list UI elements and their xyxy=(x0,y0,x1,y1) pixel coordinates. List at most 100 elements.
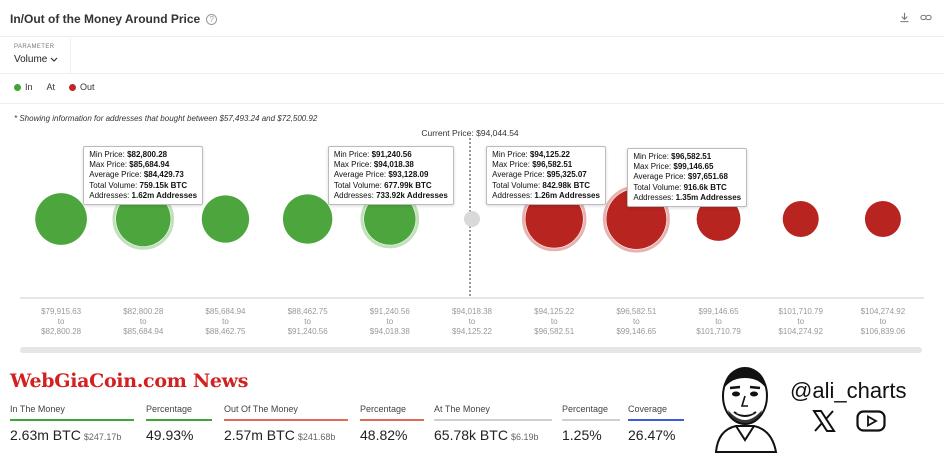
stat-label: At The Money xyxy=(434,404,490,414)
tick-label-from: $96,582.51 xyxy=(616,307,657,316)
tooltip-value: $99,146.65 xyxy=(673,162,714,172)
tooltip-value: $96,582.51 xyxy=(671,152,712,161)
bubble-out[interactable] xyxy=(696,197,741,241)
social-icons xyxy=(812,410,886,432)
stat-color-bar xyxy=(10,419,134,421)
stat-label: Percentage xyxy=(360,404,407,414)
bubble-out[interactable] xyxy=(864,200,901,238)
social-handle: @ali_charts xyxy=(790,378,907,403)
tooltip-line-avg: Average Price: $84,429.73 xyxy=(89,170,197,180)
stat-usd-value: $6.19b xyxy=(510,432,539,442)
bubble-in[interactable] xyxy=(201,195,250,243)
stat-label: In The Money xyxy=(10,404,65,414)
tick-label-from: $88,462.75 xyxy=(288,307,329,316)
tooltip-value: $84,429.73 xyxy=(143,170,184,180)
parameter-selector: PARAMETER Volume xyxy=(14,44,58,65)
bubble-in[interactable] xyxy=(115,191,171,247)
stat-usd-value: $241.68b xyxy=(297,432,336,442)
tooltip-label: Total Volume: xyxy=(633,182,684,192)
tooltip-line-min: Min Price: $96,582.51 xyxy=(633,152,741,162)
tick-label-to: $94,125.22 xyxy=(452,327,493,336)
stat-1: Percentage 49.93% xyxy=(146,404,212,443)
tick-label-to: $94,018.38 xyxy=(370,327,411,336)
tooltip-value: 1.26m Addresses xyxy=(534,190,600,200)
tick-label-to-word: to xyxy=(633,317,640,326)
stat-2: Out Of The Money 2.57m BTC $241.68b xyxy=(224,404,348,443)
legend-item-out[interactable]: Out xyxy=(69,82,95,92)
current-price-label: Current Price: $94,044.54 xyxy=(421,128,519,138)
tooltip-value: 759.15k BTC xyxy=(139,180,188,190)
tooltip-value: $82,800.28 xyxy=(127,150,168,159)
tick-label-from: $79,915.63 xyxy=(41,307,82,316)
legend-item-at[interactable]: At xyxy=(47,82,56,92)
stat-value: 49.93% xyxy=(146,427,194,443)
bubble-in[interactable] xyxy=(35,193,87,245)
tooltip-value: 733.92k Addresses xyxy=(376,190,448,200)
stat-value: 1.25% xyxy=(562,427,602,443)
tooltip-label: Total Volume: xyxy=(492,180,543,190)
download-icon[interactable] xyxy=(899,12,910,26)
tick-label-to: $104,274.92 xyxy=(778,327,823,336)
tooltip-label: Max Price: xyxy=(89,160,130,170)
bubble-at[interactable] xyxy=(463,210,481,228)
stat-0: In The Money 2.63m BTC $247.17b xyxy=(10,404,134,443)
tick-label-from: $99,146.65 xyxy=(699,307,740,316)
tooltip-label: Min Price: xyxy=(492,150,530,159)
stat-label: Coverage xyxy=(628,404,668,414)
tooltip-line-addresses: Addresses: 1.26m Addresses xyxy=(492,191,600,201)
tooltip-value: 842.98k BTC xyxy=(542,180,591,190)
tooltip-value: 677.99k BTC xyxy=(384,180,432,190)
tooltip-label: Addresses: xyxy=(89,190,132,200)
bubble-tooltip: Min Price: $91,240.56 Max Price: $94,018.… xyxy=(327,146,454,206)
bubble-out[interactable] xyxy=(782,200,819,238)
tick-label-to-word: to xyxy=(222,317,229,326)
tooltip-line-addresses: Addresses: 1.62m Addresses xyxy=(89,191,197,201)
stat-value: 65.78k BTC $6.19b xyxy=(434,427,539,443)
tooltip-label: Addresses: xyxy=(492,190,535,200)
summary-stats: In The Money 2.63m BTC $247.17b Percentage 4… xyxy=(10,404,684,443)
divider xyxy=(70,38,71,73)
tick-label-to-word: to xyxy=(304,317,311,326)
legend-item-in[interactable]: In xyxy=(14,82,33,92)
tooltip-value: $95,325.07 xyxy=(546,170,587,180)
tick-label-to: $101,710.79 xyxy=(696,327,741,336)
tick-label-to-word: to xyxy=(715,317,722,326)
page-title: In/Out of the Money Around Price xyxy=(10,12,201,26)
info-note: * Showing information for addresses that… xyxy=(14,114,318,123)
chevron-down-icon xyxy=(50,57,58,62)
tick-label-from: $91,240.56 xyxy=(370,307,411,316)
tick-label-to-word: to xyxy=(880,317,887,326)
stat-value: 48.82% xyxy=(360,427,408,443)
tick-label-from: $82,800.28 xyxy=(123,307,164,316)
tooltip-value: $85,684.94 xyxy=(129,160,170,170)
tooltip-label: Average Price: xyxy=(633,172,688,182)
tooltip-label: Max Price: xyxy=(633,162,674,172)
link-icon[interactable] xyxy=(920,12,932,26)
tooltip-line-avg: Average Price: $97,651.68 xyxy=(633,172,741,182)
stat-color-bar xyxy=(434,419,552,421)
tooltip-value: $93,128.09 xyxy=(388,170,429,180)
parameter-dropdown[interactable]: Volume xyxy=(14,54,58,65)
stat-color-bar xyxy=(628,419,684,421)
header: In/Out of the Money Around Price ? xyxy=(10,12,218,26)
cartoon-avatar-icon xyxy=(714,367,778,453)
tooltip-label: Average Price: xyxy=(492,170,547,180)
tick-label-from: $85,684.94 xyxy=(205,307,246,316)
bubble-in[interactable] xyxy=(282,194,333,244)
tick-label-to-word: to xyxy=(58,317,65,326)
legend: In At Out xyxy=(14,82,95,92)
tick-label-from: $94,125.22 xyxy=(534,307,575,316)
bubble-in[interactable] xyxy=(364,193,416,245)
question-circle-icon[interactable]: ? xyxy=(206,13,218,25)
tick-label-to-word: to xyxy=(469,317,476,326)
watermark: WebGiaCoin.com News xyxy=(10,370,249,392)
stat-color-bar xyxy=(146,419,212,421)
tick-label-from: $104,274.92 xyxy=(861,307,906,316)
tick-label-from: $101,710.79 xyxy=(778,307,823,316)
x-logo-icon[interactable] xyxy=(812,410,836,432)
tick-label-to: $82,800.28 xyxy=(41,327,82,336)
bubble-tooltip: Min Price: $94,125.22 Max Price: $96,582.… xyxy=(486,146,606,206)
youtube-icon[interactable] xyxy=(856,410,886,432)
tooltip-line-min: Min Price: $94,125.22 xyxy=(492,150,600,160)
chart-scrollbar[interactable] xyxy=(20,347,922,353)
